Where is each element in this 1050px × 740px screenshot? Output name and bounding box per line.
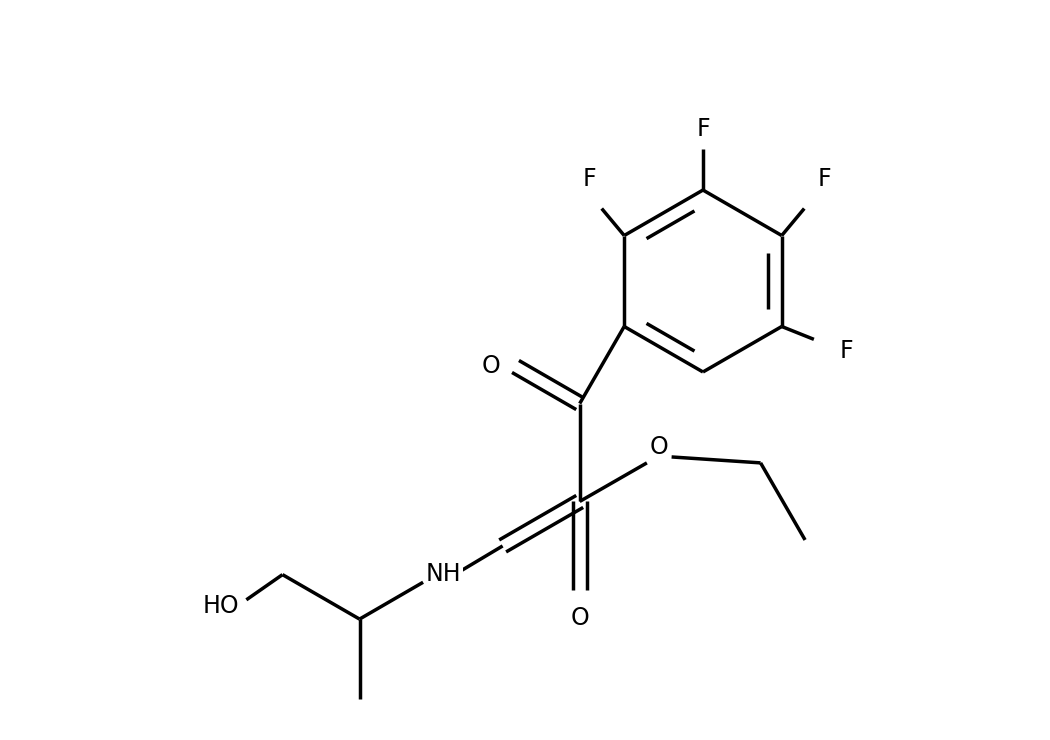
Text: O: O (570, 606, 589, 630)
Text: HO: HO (203, 593, 239, 618)
Text: O: O (649, 435, 668, 459)
Text: F: F (583, 167, 596, 191)
Text: F: F (818, 167, 832, 191)
Text: F: F (696, 117, 710, 141)
Text: NH: NH (426, 562, 462, 586)
Text: O: O (481, 354, 500, 378)
Text: F: F (839, 339, 853, 363)
